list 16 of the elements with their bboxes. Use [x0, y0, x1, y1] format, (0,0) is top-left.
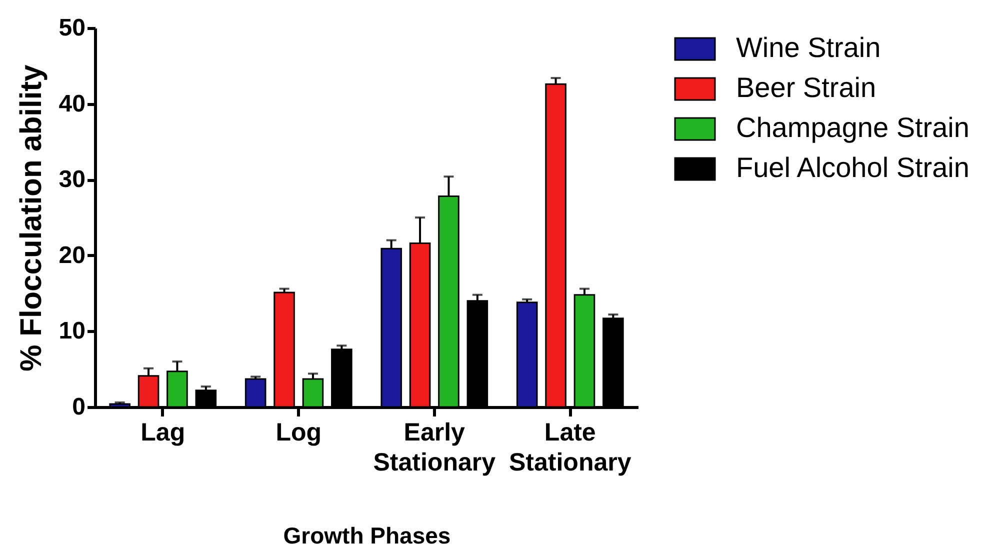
- x-tick-label: Late Stationary: [508, 418, 632, 476]
- y-axis-title: % Flocculation ability: [14, 64, 48, 372]
- legend-label: Wine Strain: [736, 32, 881, 63]
- x-axis-title: Growth Phases: [283, 522, 451, 546]
- x-tick-label: Lag: [140, 418, 186, 446]
- legend-label: Champagne Strain: [736, 112, 970, 143]
- y-tick-label: 10: [58, 318, 86, 345]
- y-tick-label: 30: [58, 166, 86, 194]
- y-tick-label: 0: [72, 394, 86, 420]
- y-tick-label: 20: [58, 242, 86, 269]
- y-tick-label: 40: [58, 90, 86, 118]
- x-tick-label: Log: [276, 418, 322, 446]
- x-tick-label: Early Stationary: [373, 418, 496, 476]
- y-tick-label: 50: [58, 14, 86, 42]
- legend-label: Fuel Alcohol Strain: [736, 152, 970, 183]
- legend-label: Beer Strain: [736, 72, 876, 103]
